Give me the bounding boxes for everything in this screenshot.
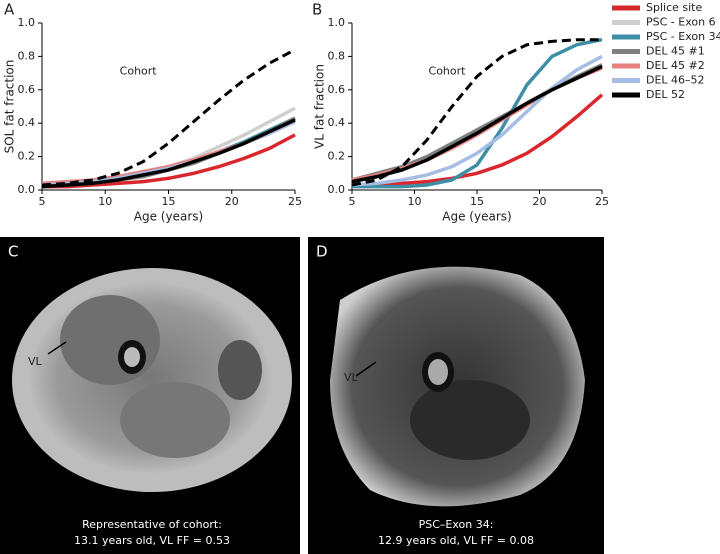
y-axis-label: VL fat fraction [313, 64, 327, 149]
x-tick-label: 5 [349, 195, 356, 208]
mri-panel: C VL Representative of cohort: 13.1 year… [0, 237, 300, 554]
caption: Representative of cohort: [82, 518, 222, 531]
x-tick-label: 10 [408, 195, 422, 208]
mri-panel: D VL PSC–Exon 34: 12.9 years old, VL FF … [308, 237, 604, 554]
x-tick-label: 10 [98, 195, 112, 208]
femur-marrow [124, 347, 140, 367]
panel-letter: B [312, 1, 322, 19]
cohort-line [351, 38, 602, 187]
x-axis-label: Age (years) [442, 210, 511, 224]
cohort-line [41, 48, 296, 187]
legend-label: DEL 45 #1 [646, 45, 705, 58]
y-axis-label: SOL fat fraction [3, 60, 17, 154]
y-tick-label: 0.8 [328, 49, 346, 62]
caption: 13.1 years old, VL FF = 0.53 [74, 534, 230, 547]
y-tick-label: 0.4 [18, 116, 36, 129]
panel-letter: D [316, 243, 328, 261]
x-tick-label: 25 [288, 195, 302, 208]
caption: PSC–Exon 34: [419, 518, 494, 531]
y-tick-label: 1.0 [328, 16, 346, 29]
series-line [352, 37, 603, 189]
y-tick-label: 0.4 [328, 116, 346, 129]
cohort-label: Cohort [120, 64, 158, 77]
legend-label: DEL 45 #2 [646, 59, 705, 72]
charts: A 0.0 0.2 0.4 0.6 0.8 1.0 5 10 15 20 25 Age (years) S… [3, 1, 610, 224]
y-tick-label: 0.8 [18, 49, 36, 62]
series-line [41, 118, 296, 189]
x-tick-label: 25 [595, 195, 609, 208]
series-line [42, 133, 296, 189]
arrow [355, 361, 377, 377]
femur-marrow [428, 359, 448, 385]
y-tick-label: 1.0 [18, 16, 36, 29]
muscle [60, 295, 160, 385]
muscle [120, 382, 230, 458]
series-line [41, 106, 296, 187]
muscle-label: VL [28, 355, 43, 368]
cohort-label: Cohort [429, 64, 467, 77]
y-tick-label: 0.2 [328, 150, 346, 163]
y-tick-label: 0.6 [18, 83, 36, 96]
x-tick-label: 5 [39, 195, 46, 208]
x-tick-label: 15 [162, 195, 176, 208]
y-tick-label: 0.2 [18, 150, 36, 163]
series-line [352, 93, 604, 187]
muscle [218, 340, 262, 400]
x-tick-label: 15 [470, 195, 484, 208]
panel-letter: C [8, 243, 18, 261]
arrow [47, 341, 67, 355]
x-tick-label: 20 [533, 195, 547, 208]
x-tick-label: 20 [225, 195, 239, 208]
series-line [351, 54, 603, 187]
legend-label: DEL 46–52 [646, 74, 705, 87]
muscle-label: VL [344, 371, 359, 384]
panel-letter: A [4, 1, 15, 19]
y-tick-label: 0.6 [328, 83, 346, 96]
legend-label: PSC - Exon 6 [646, 16, 716, 29]
legend-label: PSC - Exon 34 [646, 30, 720, 43]
y-tick-label: 0.0 [18, 183, 36, 196]
caption: 12.9 years old, VL FF = 0.08 [378, 534, 534, 547]
legend-label: DEL 52 [646, 88, 685, 101]
legend-label: Splice site [646, 1, 702, 14]
x-axis-label: Age (years) [134, 210, 203, 224]
y-tick-label: 0.0 [328, 183, 346, 196]
muscle [410, 380, 530, 460]
